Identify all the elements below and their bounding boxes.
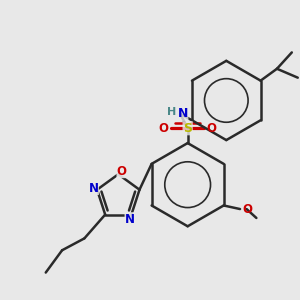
Text: N: N xyxy=(177,107,188,120)
Text: N: N xyxy=(88,182,98,195)
Text: O: O xyxy=(206,122,216,135)
Text: O: O xyxy=(159,122,169,135)
Text: O: O xyxy=(117,165,127,178)
Text: N: N xyxy=(125,213,135,226)
Text: S: S xyxy=(183,122,192,135)
Text: O: O xyxy=(242,202,252,215)
Text: H: H xyxy=(167,107,176,118)
